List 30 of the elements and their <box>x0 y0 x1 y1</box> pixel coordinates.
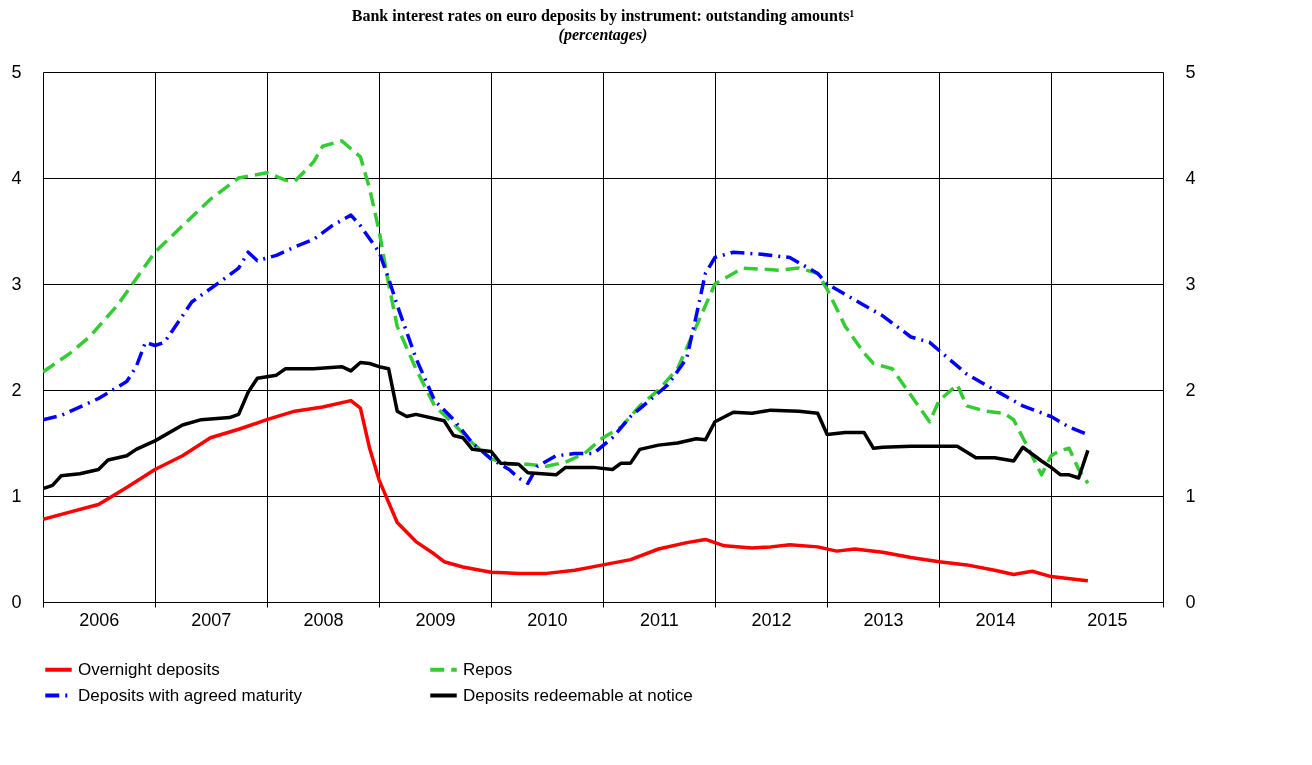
x-tick-label: 2009 <box>415 609 456 630</box>
y-tick-label: 0 <box>11 591 22 612</box>
legend-label: Repos <box>463 659 513 679</box>
x-tick-label: 2014 <box>975 609 1016 630</box>
y2-tick-label: 5 <box>1185 61 1196 82</box>
chart-subtitle: (percentages) <box>558 26 648 44</box>
x-tick-label: 2012 <box>751 609 792 630</box>
y2-tick-label: 4 <box>1185 167 1196 188</box>
x-tick-label: 2007 <box>191 609 232 630</box>
y-tick-label: 5 <box>11 61 22 82</box>
line-series <box>43 139 1090 486</box>
y-tick-label: 2 <box>11 379 22 400</box>
legend-label: Deposits redeemable at notice <box>463 685 693 705</box>
x-tick-label: 2010 <box>527 609 568 630</box>
y2-tick-label: 2 <box>1185 379 1196 400</box>
legend-label: Overnight deposits <box>78 659 220 679</box>
x-tick-label: 2008 <box>303 609 344 630</box>
y2-tick-label: 1 <box>1185 485 1196 506</box>
line-series <box>43 398 1090 583</box>
y-tick-label: 4 <box>11 167 22 188</box>
y-tick-label: 1 <box>11 485 22 506</box>
x-tick-label: 2011 <box>639 609 679 630</box>
x-tick-label: 2015 <box>1087 609 1128 630</box>
chart-title: Bank interest rates on euro deposits by instrument: outstanding amounts¹ <box>351 7 855 25</box>
x-tick-label: 2006 <box>79 609 120 630</box>
y2-tick-label: 0 <box>1185 591 1196 612</box>
x-tick-label: 2013 <box>863 609 904 630</box>
y-tick-label: 3 <box>11 273 22 294</box>
legend-label: Deposits with agreed maturity <box>78 685 303 705</box>
y2-tick-label: 3 <box>1185 273 1196 294</box>
